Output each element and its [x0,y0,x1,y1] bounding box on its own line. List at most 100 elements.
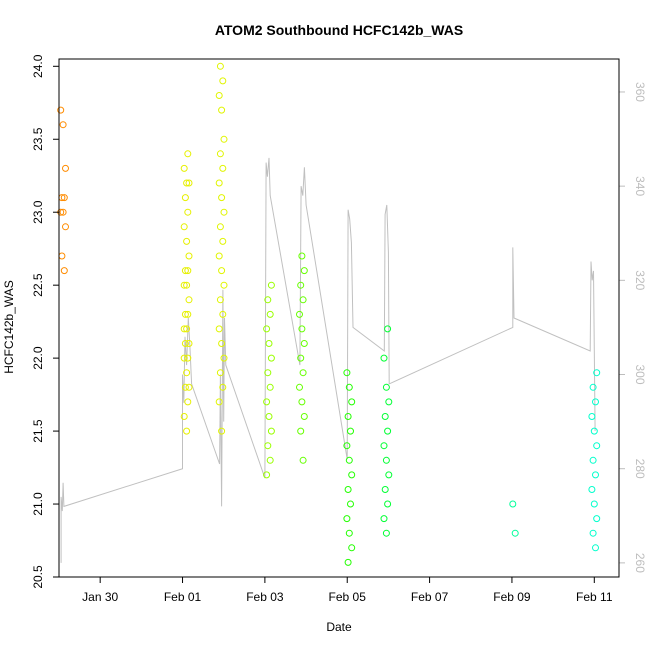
data-point [298,398,306,406]
data-point [185,252,193,260]
data-point [299,456,307,464]
x-tick-label: Feb 11 [576,590,613,604]
y2-tick-label: 280 [633,459,647,479]
data-point [266,383,274,391]
data-point [299,369,307,377]
data-point [181,310,189,318]
data-point [300,413,308,420]
data-point [183,281,191,289]
data-point [218,194,226,202]
data-point [344,413,352,420]
data-point [380,442,388,450]
data-point [592,544,599,552]
data-point [184,267,192,275]
data-point [345,456,353,464]
data-point [298,325,306,333]
data-point [57,106,65,114]
y2-tick-label: 300 [633,364,647,384]
x-tick-label: Feb 09 [493,590,531,604]
altitude-track-line [60,157,596,563]
data-point [592,398,599,406]
data-point [60,267,68,275]
y-tick-label: 23.5 [31,127,45,151]
data-point [219,164,227,172]
data-point [59,208,67,216]
data-point [384,500,392,508]
plot-area: 20.5 21.0 21.5 22.0 22.5 23.0 23.5 24.0 260 280 30… [31,54,647,604]
data-point [380,354,388,362]
data-point [384,427,392,435]
data-point [216,296,224,304]
y-tick-label: 21.5 [31,419,45,443]
data-point [216,369,224,377]
data-point [266,310,274,318]
data-point [218,340,226,347]
data-point [58,252,66,260]
data-point [185,296,193,304]
x-tick-label: Feb 05 [329,590,367,604]
y2-tick-label: 340 [633,176,647,196]
y-axis-label: HCFC142b_WAS [2,280,16,374]
data-point [183,325,191,333]
data-point [219,77,227,85]
data-point [62,164,69,172]
data-point [348,544,356,552]
x-tick-label: Feb 01 [164,590,202,604]
data-point [184,398,192,406]
data-point [344,486,352,493]
data-point [384,325,392,333]
data-point [348,471,356,479]
data-point [218,267,226,275]
data-point [267,281,275,289]
data-point [300,340,308,347]
data-point [180,325,188,333]
data-point [590,500,598,508]
plot-frame [58,58,620,578]
data-point [385,398,393,406]
data-point [264,369,272,377]
data-point [219,237,227,245]
data-point [345,383,353,391]
data-point [181,340,189,347]
data-point [180,223,188,231]
data-point [184,310,192,318]
data-point [220,135,228,143]
data-point [263,325,271,333]
data-point [185,340,193,347]
data-point [265,413,273,420]
data-point [185,179,193,187]
data-point [300,267,308,275]
data-point [219,383,227,391]
data-point [180,413,188,420]
data-point [344,558,352,566]
data-point [589,383,597,391]
data-point [216,223,224,231]
data-point [588,486,596,493]
data-point [218,106,226,114]
data-point [297,427,305,435]
data-point [215,179,223,187]
data-point [265,340,273,347]
chart-title: ATOM2 Southbound HCFC142b_WAS [215,22,463,38]
data-point [62,223,69,231]
data-point [183,179,191,187]
data-point [345,529,353,537]
data-point [593,369,601,377]
data-point [380,515,388,523]
data-point [588,413,596,420]
data-point [215,252,223,260]
data-point [343,515,351,523]
data-point [347,427,354,435]
y-tick-label: 21.0 [31,492,45,516]
data-point [215,92,223,99]
data-point [298,252,306,260]
data-point [264,296,272,304]
data-point [267,427,275,435]
x-axis-label: Date [326,620,352,634]
data-point [382,456,390,464]
data-point [381,486,389,493]
data-point [220,281,228,289]
data-point [590,427,598,435]
data-point [267,354,275,362]
data-point [181,267,189,275]
